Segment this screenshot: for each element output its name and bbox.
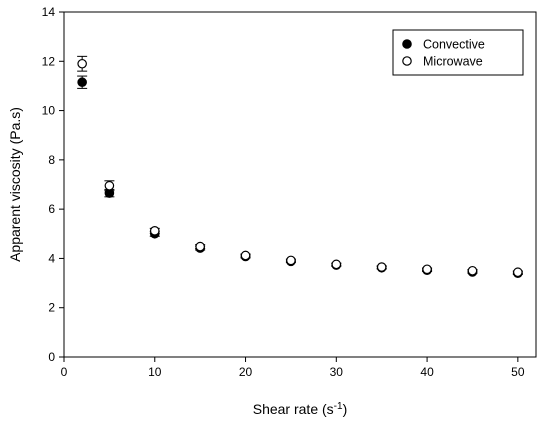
data-point — [195, 241, 205, 252]
plot-frame — [63, 11, 537, 358]
y-tick-label: 12 — [42, 54, 56, 68]
legend-label-convective: Convective — [423, 38, 485, 52]
x-tick-label: 10 — [148, 365, 162, 379]
x-axis-title-superscript: -1 — [334, 401, 343, 412]
data-point — [77, 77, 87, 88]
y-tick-label: 6 — [48, 202, 55, 216]
y-tick-label: 0 — [48, 350, 55, 364]
y-tick-label: 4 — [48, 251, 55, 265]
data-point — [331, 259, 342, 270]
y-tick-label: 10 — [42, 104, 56, 118]
data-point — [104, 180, 115, 191]
legend-marker-convective — [402, 39, 412, 49]
x-axis-ticks: 0 10 20 30 40 50 — [61, 357, 525, 379]
data-point — [286, 255, 296, 266]
y-axis-ticks: 0 2 4 6 8 10 12 14 — [42, 5, 64, 364]
data-point — [240, 250, 251, 261]
x-tick-label: 20 — [239, 365, 253, 379]
data-point — [467, 265, 478, 276]
data-point — [513, 267, 523, 278]
data-point — [149, 226, 160, 236]
series-microwave — [77, 55, 523, 278]
legend-box — [392, 29, 524, 76]
y-tick-label: 8 — [48, 153, 55, 167]
data-point — [77, 58, 87, 69]
y-axis-title: Apparent viscosity (Pa.s) — [7, 107, 23, 262]
legend-marker-microwave — [402, 56, 412, 66]
legend: Convective Microwave — [392, 29, 524, 76]
legend-label-microwave: Microwave — [423, 55, 483, 69]
x-axis-title-main: Shear rate (s — [253, 401, 334, 417]
x-tick-label: 0 — [61, 365, 68, 379]
data-point — [376, 262, 387, 272]
y-tick-label: 14 — [42, 5, 56, 19]
x-tick-label: 30 — [330, 365, 344, 379]
x-axis-title: Shear rate (s-1) — [253, 401, 348, 417]
x-axis-title-end: ) — [343, 401, 348, 417]
x-tick-label: 50 — [511, 365, 525, 379]
series-layer — [77, 55, 523, 279]
data-point — [422, 264, 432, 275]
plot-area-border — [63, 11, 537, 358]
y-tick-label: 2 — [48, 301, 55, 315]
x-tick-label: 40 — [420, 365, 434, 379]
